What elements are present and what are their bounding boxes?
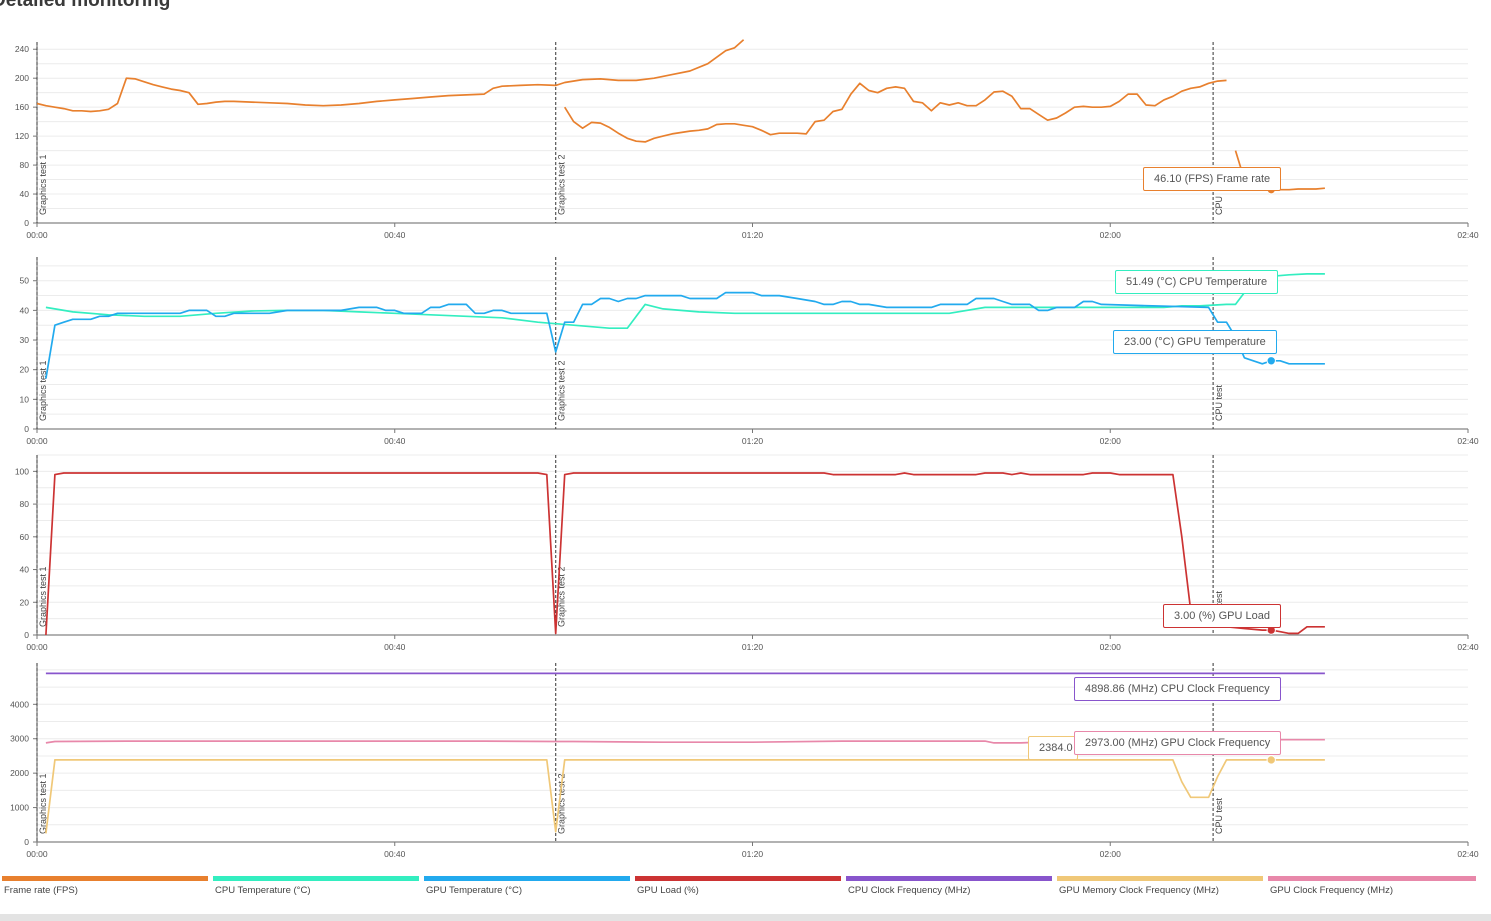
legend-label: GPU Temperature (°C): [426, 885, 523, 896]
y-tick-label: 40: [20, 305, 30, 315]
x-tick-label: 00:40: [384, 230, 406, 240]
x-tick-label: 02:40: [1457, 230, 1479, 240]
legend-label: Frame rate (FPS): [4, 885, 78, 896]
x-tick-label: 02:00: [1100, 849, 1122, 859]
x-tick-label: 02:40: [1457, 849, 1479, 859]
series-line-gpu-mem-clock: [45, 759, 1325, 834]
test-marker-label: Graphics test 1: [38, 566, 48, 627]
series-line-frame-rate: [563, 79, 1227, 143]
legend-swatch: [2, 876, 208, 881]
y-tick-label: 0: [24, 424, 29, 434]
y-tick-label: 80: [20, 160, 30, 170]
tooltip-gpu-clock: 2973.00 (MHz) GPU Clock Frequency: [1074, 731, 1282, 755]
series-line-gpu-load: [45, 472, 1325, 636]
y-tick-label: 30: [20, 335, 30, 345]
y-tick-label: 1000: [10, 803, 29, 813]
x-tick-label: 00:00: [26, 230, 48, 240]
x-tick-label: 02:00: [1100, 230, 1122, 240]
legend-label: CPU Clock Frequency (MHz): [848, 885, 971, 896]
legend-item-gpu-memory-clock-frequency[interactable]: GPU Memory Clock Frequency (MHz): [1057, 872, 1263, 898]
y-tick-label: 120: [15, 131, 29, 141]
series-line-frame-rate: [36, 39, 745, 113]
hover-point-gpu-mem-clock: [1266, 755, 1276, 765]
legend-swatch: [424, 876, 630, 881]
test-marker-label: Graphics test 2: [557, 154, 567, 215]
y-tick-label: 4000: [10, 699, 29, 709]
x-tick-label: 00:40: [384, 436, 406, 446]
x-tick-label: 02:00: [1100, 436, 1122, 446]
x-tick-label: 01:20: [742, 642, 764, 652]
legend-swatch: [635, 876, 841, 881]
x-tick-label: 02:40: [1457, 642, 1479, 652]
y-tick-label: 3000: [10, 734, 29, 744]
x-tick-label: 02:00: [1100, 642, 1122, 652]
x-tick-label: 00:40: [384, 642, 406, 652]
x-tick-label: 01:20: [742, 849, 764, 859]
test-marker-label: Graphics test 2: [557, 566, 567, 627]
x-tick-label: 01:20: [742, 436, 764, 446]
test-marker-label: Graphics test 2: [557, 773, 567, 834]
y-tick-label: 50: [20, 276, 30, 286]
tooltip-gpu-load: 3.00 (%) GPU Load: [1163, 604, 1281, 628]
y-tick-label: 100: [15, 466, 29, 476]
y-tick-label: 0: [24, 218, 29, 228]
y-tick-label: 20: [20, 365, 30, 375]
legend-label: GPU Memory Clock Frequency (MHz): [1059, 885, 1219, 896]
footer-scrollbar[interactable]: [0, 914, 1491, 921]
y-tick-label: 20: [20, 597, 30, 607]
legend-item-gpu-load[interactable]: GPU Load (%): [635, 872, 841, 898]
tooltip-cpu-clock: 4898.86 (MHz) CPU Clock Frequency: [1074, 677, 1281, 701]
y-tick-label: 40: [20, 189, 30, 199]
x-tick-label: 00:00: [26, 642, 48, 652]
y-tick-label: 0: [24, 837, 29, 847]
legend-item-cpu-clock-frequency[interactable]: CPU Clock Frequency (MHz): [846, 872, 1052, 898]
hover-point-gpu-temp: [1266, 356, 1276, 366]
legend-item-cpu-temperature[interactable]: CPU Temperature (°C): [213, 872, 419, 898]
y-tick-label: 240: [15, 44, 29, 54]
y-tick-label: 200: [15, 73, 29, 83]
series-line-gpu-temp: [45, 291, 1325, 379]
y-tick-label: 0: [24, 630, 29, 640]
test-marker-label: CPU test: [1214, 384, 1224, 421]
page-title: Detailed monitoring: [0, 0, 171, 11]
y-tick-label: 10: [20, 394, 30, 404]
legend-item-gpu-clock-frequency[interactable]: GPU Clock Frequency (MHz): [1268, 872, 1476, 898]
test-marker-label: Graphics test 1: [38, 360, 48, 421]
y-tick-label: 160: [15, 102, 29, 112]
tooltip-gpu-temperature: 23.00 (°C) GPU Temperature: [1113, 330, 1277, 354]
legend-swatch: [1057, 876, 1263, 881]
test-marker-label: CPU: [1214, 196, 1224, 215]
chart-legend: Frame rate (FPS) CPU Temperature (°C) GP…: [0, 872, 1491, 902]
tooltip-gpu-memory-clock: 2384.0: [1028, 736, 1078, 760]
y-tick-label: 60: [20, 532, 30, 542]
test-marker-label: CPU test: [1214, 797, 1224, 834]
x-tick-label: 02:40: [1457, 436, 1479, 446]
x-tick-label: 00:00: [26, 849, 48, 859]
x-tick-label: 00:40: [384, 849, 406, 859]
legend-label: GPU Clock Frequency (MHz): [1270, 885, 1393, 896]
legend-item-gpu-temperature[interactable]: GPU Temperature (°C): [424, 872, 630, 898]
legend-swatch: [846, 876, 1052, 881]
test-marker-label: Graphics test 2: [557, 360, 567, 421]
legend-item-frame-rate[interactable]: Frame rate (FPS): [2, 872, 208, 898]
legend-swatch: [213, 876, 419, 881]
legend-swatch: [1268, 876, 1476, 881]
legend-label: GPU Load (%): [637, 885, 699, 896]
y-tick-label: 40: [20, 565, 30, 575]
x-tick-label: 01:20: [742, 230, 764, 240]
test-marker-label: Graphics test 1: [38, 773, 48, 834]
y-tick-label: 2000: [10, 768, 29, 778]
y-tick-label: 80: [20, 499, 30, 509]
x-tick-label: 00:00: [26, 436, 48, 446]
test-marker-label: Graphics test 1: [38, 154, 48, 215]
tooltip-frame-rate: 46.10 (FPS) Frame rate: [1143, 167, 1282, 191]
legend-label: CPU Temperature (°C): [215, 885, 311, 896]
tooltip-cpu-temperature: 51.49 (°C) CPU Temperature: [1115, 270, 1279, 294]
